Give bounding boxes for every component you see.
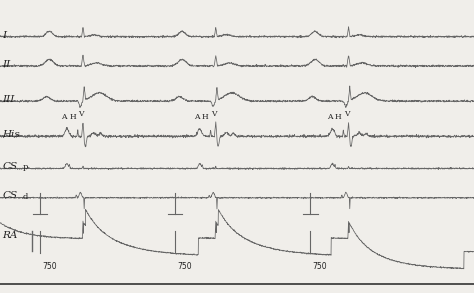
Text: A: A bbox=[61, 113, 67, 121]
Text: A: A bbox=[194, 113, 200, 121]
Text: p: p bbox=[22, 163, 27, 171]
Text: V: V bbox=[344, 110, 349, 118]
Text: CS: CS bbox=[2, 162, 18, 171]
Text: H: H bbox=[335, 113, 341, 121]
Text: RA: RA bbox=[2, 231, 18, 240]
Text: His: His bbox=[2, 130, 20, 139]
Text: CS: CS bbox=[2, 191, 18, 200]
Text: 750: 750 bbox=[177, 262, 192, 271]
Text: 750: 750 bbox=[312, 262, 327, 271]
Text: A: A bbox=[327, 113, 332, 121]
Text: III: III bbox=[2, 95, 15, 104]
Text: 750: 750 bbox=[42, 262, 57, 271]
Text: I: I bbox=[2, 31, 7, 40]
Text: d: d bbox=[22, 193, 27, 201]
Text: H: H bbox=[69, 113, 76, 121]
Text: H: H bbox=[202, 113, 209, 121]
Text: V: V bbox=[78, 110, 84, 118]
Text: II: II bbox=[2, 60, 10, 69]
Text: V: V bbox=[211, 110, 217, 118]
